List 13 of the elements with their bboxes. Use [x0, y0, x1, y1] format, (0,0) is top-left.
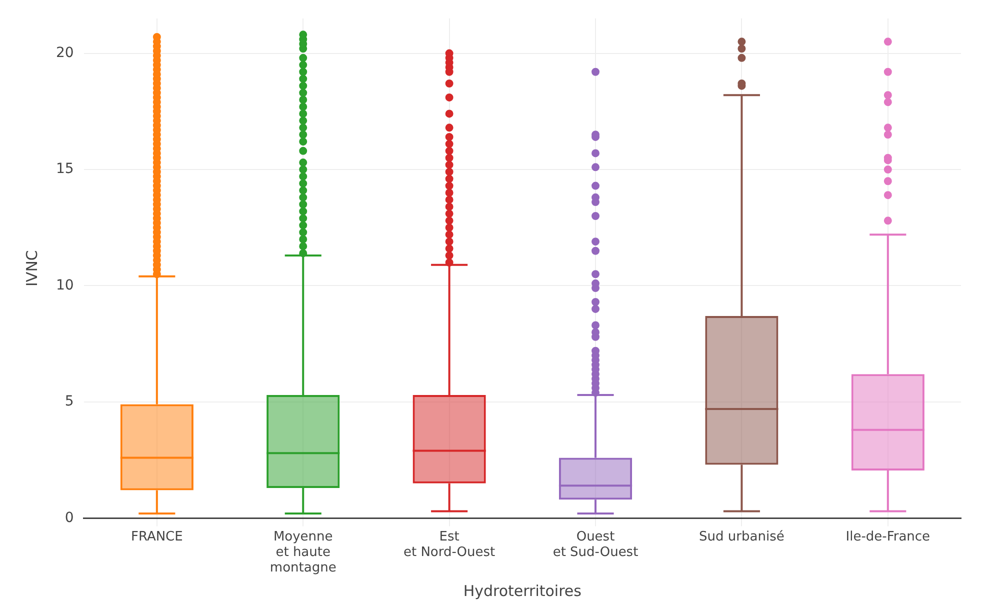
y-axis-title: IVNC — [22, 250, 41, 286]
x-tick-label: Est et Nord-Ouest — [403, 529, 496, 560]
x-axis-title: Hydroterritoires — [463, 582, 582, 600]
y-tick-label: 15 — [56, 161, 74, 178]
x-tick-label: FRANCE — [130, 529, 183, 544]
y-tick-label: 5 — [64, 394, 74, 410]
x-tick-label: Moyenne et haute montagne — [270, 529, 336, 576]
y-tick-label: 10 — [56, 277, 74, 294]
x-tick-label: Sud urbanisé — [699, 529, 784, 544]
x-tick-label: Ile-de-France — [846, 529, 930, 544]
x-tick-label: Ouest et Sud-Ouest — [552, 529, 638, 560]
y-tick-label: 20 — [56, 44, 74, 61]
y-tick-label: 0 — [64, 510, 74, 526]
